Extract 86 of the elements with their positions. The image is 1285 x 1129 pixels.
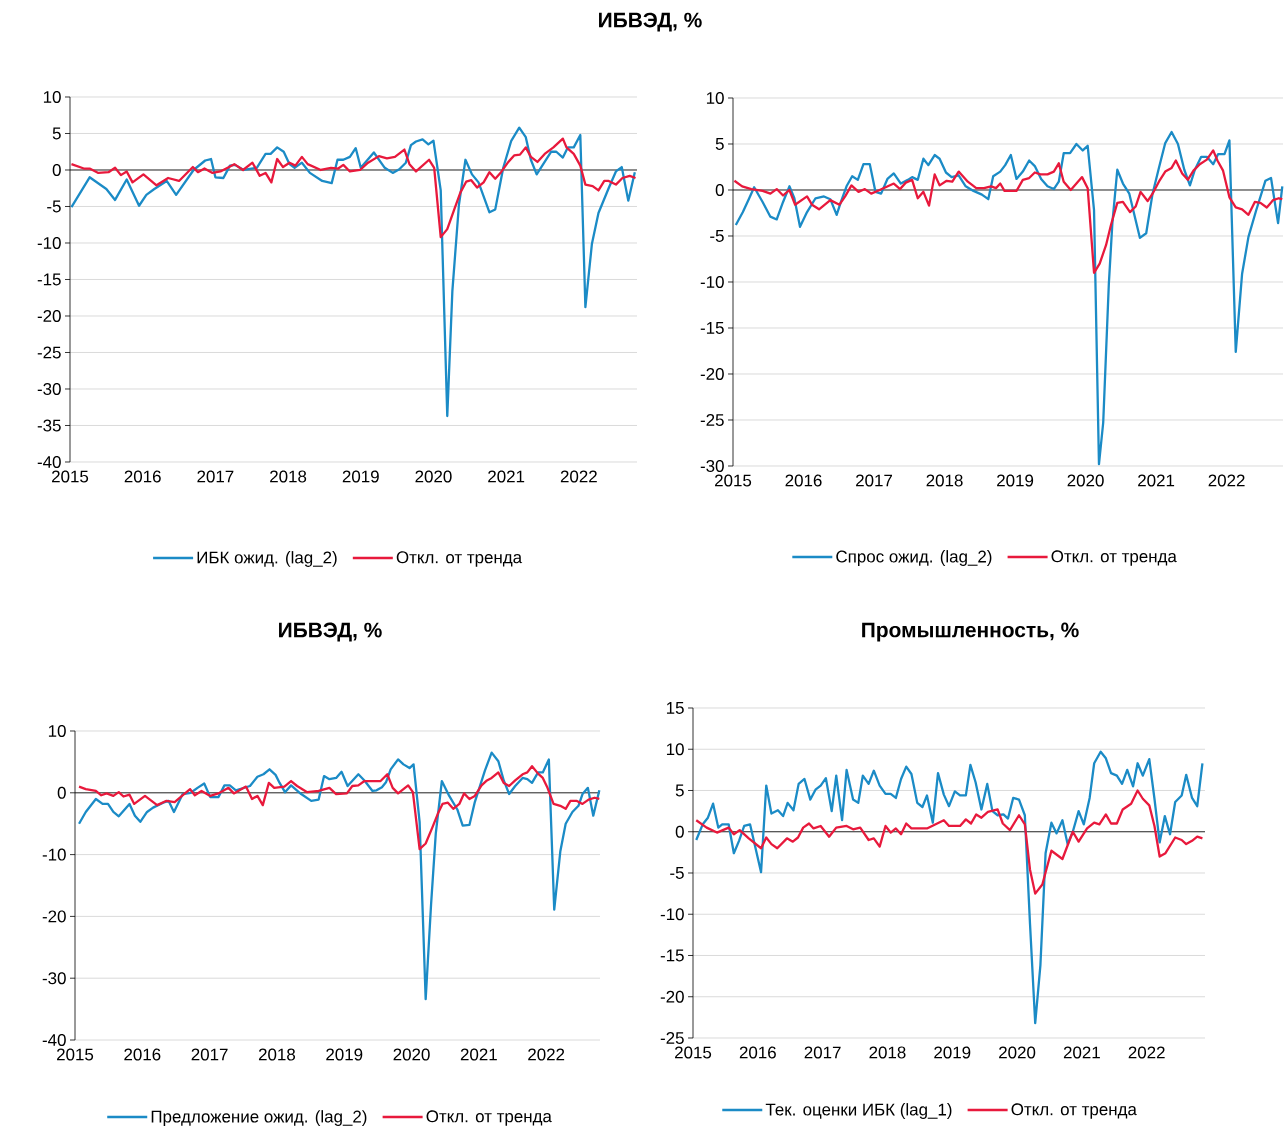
- y-tick-label: 10: [666, 743, 684, 756]
- x-tick-label: 2017: [191, 1048, 228, 1061]
- y-tick-label: -15: [37, 273, 61, 286]
- x-tick-label: 2019: [934, 1046, 971, 1059]
- x-tick-label: 2016: [785, 474, 822, 487]
- y-tick-label: 5: [715, 138, 724, 150]
- x-tick-label: 2018: [258, 1048, 296, 1061]
- y-tick-label: -20: [37, 309, 61, 322]
- legend-label: Откл. от тренда: [1051, 550, 1177, 566]
- y-tick-label: -15: [660, 949, 684, 962]
- y-tick-label: -25: [37, 346, 61, 359]
- legend-label: Тек. оценки ИБК (lag_1): [765, 1103, 952, 1119]
- chart-title: ИБВЭД, %: [599, 12, 702, 32]
- x-tick-label: 2022: [528, 1048, 565, 1061]
- line-series: [70, 126, 636, 418]
- chart-title: ИБВЭД, %: [279, 622, 382, 642]
- x-tick-label: 2020: [999, 1046, 1036, 1059]
- x-tick-label: 2016: [124, 1048, 161, 1061]
- y-tick-label: -20: [42, 910, 66, 923]
- y-tick-label: 0: [57, 786, 66, 799]
- y-tick-label: 15: [666, 702, 684, 714]
- y-tick-label: -25: [660, 1032, 684, 1044]
- x-tick-label: 2019: [997, 474, 1034, 487]
- x-tick-label: 2022: [1208, 474, 1245, 487]
- x-tick-label: 2018: [270, 470, 307, 483]
- x-tick-label: 2022: [1128, 1046, 1165, 1059]
- y-tick-label: -5: [710, 230, 724, 242]
- x-tick-label: 2022: [560, 470, 597, 483]
- x-tick-label: 2021: [1138, 474, 1175, 487]
- y-tick-label: 0: [52, 163, 61, 176]
- y-tick-label: 10: [43, 90, 61, 103]
- y-tick-label: -15: [700, 322, 724, 334]
- line-series: [733, 149, 1284, 274]
- x-tick-label: 2021: [460, 1048, 497, 1061]
- x-tick-label: 2017: [197, 470, 234, 483]
- y-tick-label: 5: [675, 784, 684, 797]
- x-tick-label: 2020: [393, 1048, 430, 1061]
- legend-label: Откл. от тренда: [396, 551, 523, 567]
- line-series: [77, 751, 601, 1001]
- x-tick-label: 2021: [1063, 1046, 1100, 1059]
- x-tick-label: 2021: [488, 470, 525, 483]
- y-tick-label: 5: [52, 127, 61, 140]
- legend-label: Предложение ожид. (lag_2): [151, 1110, 367, 1126]
- y-tick-label: -35: [37, 419, 61, 432]
- legend-label: ИБК ожид. (lag_2): [197, 551, 337, 567]
- x-tick-label: 2016: [739, 1046, 776, 1059]
- legend-label: Откл. от тренда: [426, 1110, 552, 1126]
- x-tick-label: 2015: [675, 1046, 712, 1059]
- line-series: [77, 765, 601, 851]
- y-tick-label: -40: [42, 1034, 66, 1046]
- legend-label: Откл. от тренда: [1011, 1103, 1137, 1119]
- y-tick-label: -10: [660, 908, 684, 921]
- x-tick-label: 2019: [342, 470, 379, 483]
- y-tick-label: -30: [37, 382, 61, 395]
- x-tick-label: 2018: [926, 474, 963, 487]
- chart-title: Промышленность, %: [862, 622, 1079, 642]
- x-tick-label: 2015: [57, 1048, 94, 1061]
- legend-label: Спрос ожид. (lag_2): [836, 550, 992, 566]
- y-tick-label: -30: [700, 459, 724, 472]
- y-tick-label: -5: [47, 200, 61, 213]
- line-series: [695, 789, 1204, 895]
- line-series: [695, 750, 1204, 1025]
- y-tick-label: -5: [670, 867, 684, 879]
- y-tick-label: 10: [706, 91, 724, 104]
- y-tick-label: -10: [42, 848, 66, 861]
- line-series: [70, 137, 637, 239]
- x-tick-label: 2017: [804, 1046, 841, 1059]
- y-tick-label: -20: [660, 990, 684, 1003]
- y-tick-label: -20: [700, 367, 724, 380]
- x-tick-label: 2020: [1067, 474, 1104, 487]
- y-tick-label: 10: [48, 725, 66, 737]
- y-tick-label: -10: [700, 275, 724, 288]
- y-tick-label: -30: [42, 972, 66, 985]
- line-series: [734, 130, 1284, 466]
- y-tick-label: -40: [37, 455, 61, 468]
- x-tick-label: 2018: [869, 1046, 906, 1059]
- y-tick-label: 0: [675, 825, 684, 838]
- y-tick-label: 0: [715, 183, 724, 196]
- y-tick-label: -25: [700, 413, 724, 426]
- x-tick-label: 2019: [326, 1048, 363, 1061]
- x-tick-label: 2015: [52, 470, 89, 483]
- x-tick-label: 2017: [856, 474, 893, 487]
- x-tick-label: 2020: [415, 470, 452, 483]
- x-tick-label: 2015: [715, 474, 752, 487]
- y-tick-label: -10: [37, 236, 61, 249]
- x-tick-label: 2016: [124, 470, 161, 483]
